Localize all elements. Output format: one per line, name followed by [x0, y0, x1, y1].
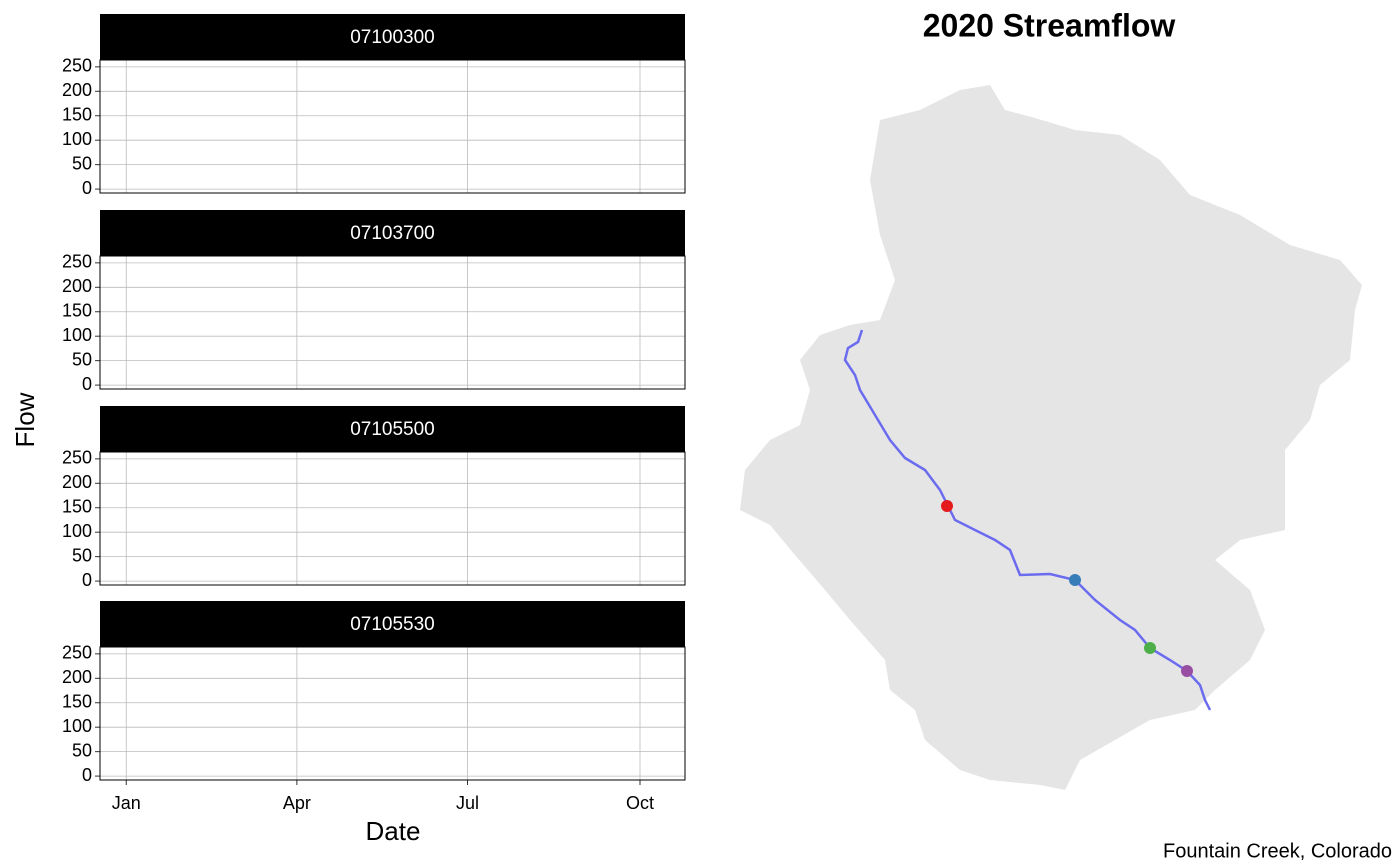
x-tick-label: Apr [283, 793, 311, 813]
y-tick-label: 50 [72, 740, 92, 760]
x-tick-label: Jan [112, 793, 141, 813]
y-tick-label: 0 [82, 178, 92, 198]
y-tick-label: 100 [62, 129, 92, 149]
strip-label: 07105500 [350, 419, 435, 440]
y-tick-label: 100 [62, 325, 92, 345]
panel-border [99, 255, 686, 390]
strip [100, 601, 685, 647]
x-axis-title: Date [366, 816, 421, 846]
gauge-point [1181, 665, 1193, 677]
y-tick-label: 100 [62, 716, 92, 736]
panel [100, 647, 685, 780]
y-tick-label: 250 [62, 252, 92, 272]
y-tick-label: 200 [62, 80, 92, 100]
y-tick-label: 150 [62, 496, 92, 516]
gauge-point [1069, 574, 1081, 586]
panel-border [99, 59, 686, 194]
y-tick-label: 250 [62, 56, 92, 76]
panel [100, 60, 685, 193]
y-tick-label: 0 [82, 765, 92, 785]
y-tick-label: 200 [62, 667, 92, 687]
panel-border [99, 646, 686, 781]
strip [100, 210, 685, 256]
strip-label: 07103700 [350, 223, 435, 244]
y-tick-label: 200 [62, 276, 92, 296]
gauge-point [1144, 642, 1156, 654]
x-tick-label: Oct [626, 793, 654, 813]
y-tick-label: 0 [82, 374, 92, 394]
watershed [740, 85, 1362, 790]
strip [100, 14, 685, 60]
panel [100, 452, 685, 585]
strip [100, 406, 685, 452]
y-axis-title: Flow [10, 392, 40, 447]
y-tick-label: 250 [62, 448, 92, 468]
panel [100, 256, 685, 389]
strip-label: 07105530 [350, 614, 435, 635]
strip-label: 07100300 [350, 27, 435, 48]
y-tick-label: 50 [72, 545, 92, 565]
panel-border [99, 451, 686, 586]
y-tick-label: 150 [62, 104, 92, 124]
caption: Fountain Creek, Colorado [1163, 840, 1392, 862]
y-tick-label: 200 [62, 472, 92, 492]
chart-title: 2020 Streamflow [923, 7, 1176, 43]
river [843, 329, 1212, 711]
y-tick-label: 0 [82, 570, 92, 590]
y-tick-label: 50 [72, 349, 92, 369]
x-tick-label: Jul [456, 793, 479, 813]
y-tick-label: 250 [62, 643, 92, 663]
gauge-point [941, 500, 953, 512]
y-tick-label: 100 [62, 521, 92, 541]
y-tick-label: 150 [62, 691, 92, 711]
y-tick-label: 50 [72, 153, 92, 173]
y-tick-label: 150 [62, 300, 92, 320]
